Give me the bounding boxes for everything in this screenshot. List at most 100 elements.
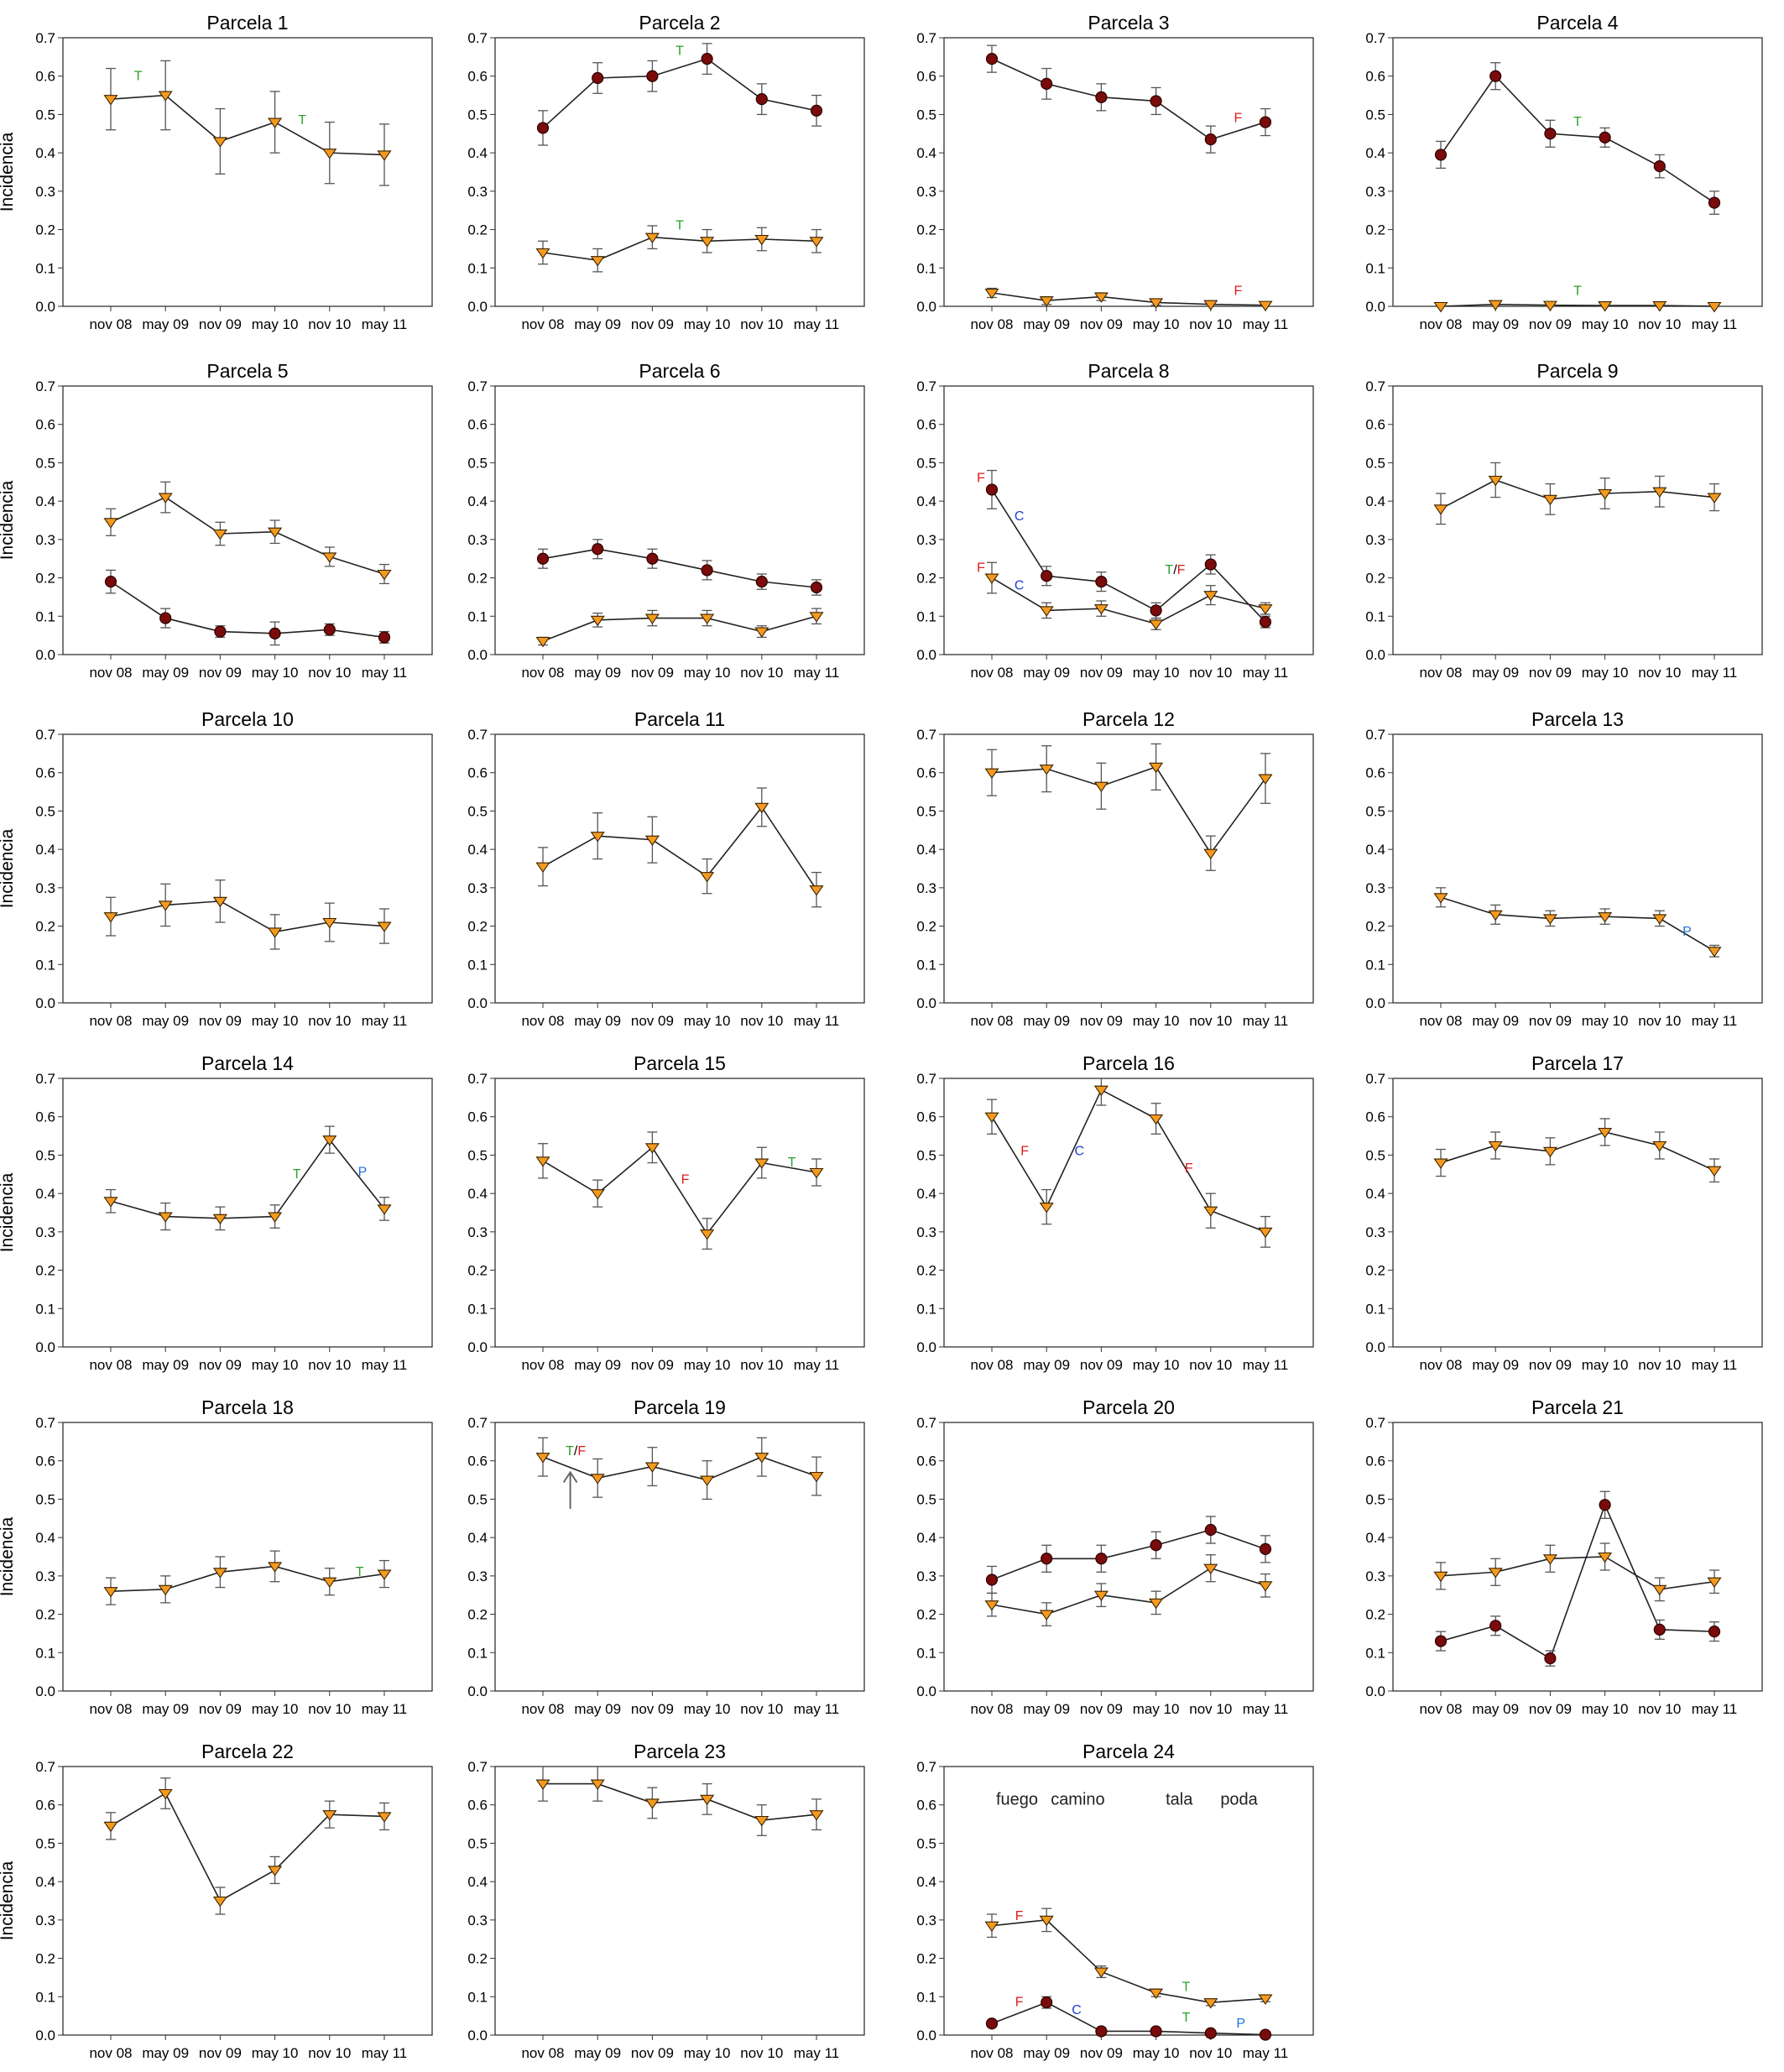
- y-tick-label: 0.4: [35, 493, 55, 509]
- x-tick-label: may 09: [1023, 2045, 1070, 2061]
- plot-frame: [943, 1422, 1314, 1692]
- y-tick-label: 0.1: [916, 1989, 936, 2005]
- panel-parcela-23: Parcela 23 0.0 0.1 0.2 0.3 0.4 0.5 0.6 0.7 nov 08…: [467, 1741, 865, 2061]
- data-point-circle: [378, 631, 391, 644]
- panel-parcela-5: Parcela 5 0.0 0.1 0.2 0.3 0.4 0.5 0.6 0.7 nov 08 m…: [0, 360, 433, 681]
- y-tick-label: 0.0: [916, 995, 936, 1011]
- x-tick-label: may 10: [252, 1357, 299, 1373]
- data-point-triangle: [809, 1810, 824, 1821]
- data-point-triangle: [212, 1568, 227, 1579]
- y-tick-label: 0.7: [35, 727, 55, 743]
- y-tick-label: 0.2: [916, 222, 936, 238]
- series-line: [542, 806, 817, 890]
- data-point-circle: [1150, 95, 1162, 107]
- x-tick-label: nov 08: [1419, 1357, 1462, 1373]
- data-point-triangle: [1258, 300, 1273, 311]
- data-point-triangle: [1652, 1140, 1667, 1152]
- series-triangle: [535, 1437, 824, 1501]
- data-point-triangle: [644, 1143, 660, 1154]
- x-tick-label: may 10: [252, 1013, 299, 1029]
- series-line: [543, 1782, 817, 1821]
- data-point-triangle: [1258, 604, 1273, 615]
- y-tick-label: 0.6: [35, 1109, 55, 1125]
- data-point-triangle: [535, 248, 550, 259]
- y-tick-label: 0.0: [35, 2028, 55, 2043]
- y-tick-label: 0.3: [916, 1224, 936, 1240]
- y-tick-label: 0.2: [916, 1951, 936, 1967]
- y-tick-label: 0.2: [916, 1263, 936, 1279]
- y-tick-label: 0.4: [1365, 145, 1385, 161]
- data-point-triangle: [700, 872, 715, 883]
- data-point-triangle: [1039, 1915, 1054, 1927]
- series-triangle: [535, 1766, 824, 1836]
- x-tick-label: nov 09: [1080, 1357, 1123, 1373]
- data-point-circle: [1708, 196, 1721, 209]
- y-tick-label: 0.3: [1365, 1568, 1385, 1584]
- y-tick-label: 0.2: [467, 919, 488, 935]
- y-tick-label: 0.5: [467, 455, 488, 471]
- x-tick-label: nov 09: [1080, 1013, 1123, 1029]
- plot-frame: [62, 1422, 433, 1692]
- x-tick-label: may 10: [1582, 1013, 1629, 1029]
- data-point-triangle: [268, 1212, 283, 1223]
- y-tick-label: 0.6: [467, 69, 488, 85]
- y-tick-label: 0.7: [1365, 1071, 1385, 1087]
- y-tick-label: 0.6: [467, 1109, 488, 1125]
- panel-parcela-15: Parcela 15 0.0 0.1 0.2 0.3 0.4 0.5 0.6 0.7 nov 08…: [467, 1052, 865, 1373]
- y-tick-label: 0.3: [35, 1568, 55, 1584]
- y-tick-label: 0.0: [467, 1683, 488, 1699]
- y-tick-label: 0.6: [35, 417, 55, 433]
- panel-parcela-8: Parcela 8 0.0 0.1 0.2 0.3 0.4 0.5 0.6 0.7 nov 08 m…: [916, 360, 1314, 681]
- y-tick-label: 0.5: [35, 1491, 55, 1507]
- series-triangle: [535, 1131, 824, 1250]
- panel-parcela-10: Parcela 10 0.0 0.1 0.2 0.3 0.4 0.5 0.6 0.7 nov 08…: [0, 708, 433, 1029]
- x-tick-label: nov 10: [308, 1701, 351, 1717]
- data-point-triangle: [1707, 947, 1722, 958]
- x-tick-label: may 11: [1243, 1357, 1289, 1373]
- panel-title: Parcela 24: [1082, 1741, 1175, 1762]
- series-line: [110, 1792, 385, 1902]
- data-point-triangle: [984, 1112, 999, 1124]
- data-point-triangle: [984, 573, 999, 584]
- series-line: [110, 1138, 385, 1219]
- y-tick-label: 0.2: [467, 1607, 488, 1623]
- panel-title: Parcela 14: [201, 1052, 294, 1074]
- data-point-triangle: [700, 1794, 715, 1806]
- data-point-triangle: [103, 1197, 118, 1208]
- data-point-triangle: [754, 802, 769, 814]
- series-triangle: [984, 1078, 1273, 1248]
- data-point-triangle: [1707, 493, 1722, 504]
- event-annotation: F: [1234, 112, 1243, 126]
- series-line: [110, 94, 385, 156]
- panel-title: Parcela 23: [634, 1741, 726, 1762]
- data-point-triangle: [535, 1156, 550, 1167]
- panel-title: Parcela 20: [1082, 1396, 1175, 1418]
- y-tick-label: 0.7: [467, 378, 488, 394]
- y-tick-label: 0.4: [467, 145, 488, 161]
- event-annotation: C: [1015, 578, 1025, 592]
- x-tick-label: nov 09: [199, 1013, 242, 1029]
- x-tick-label: may 11: [1243, 1013, 1289, 1029]
- x-tick-label: nov 08: [521, 665, 564, 681]
- data-point-triangle: [158, 91, 173, 102]
- event-annotation: T: [134, 69, 143, 83]
- y-tick-label: 0.5: [1365, 1147, 1385, 1163]
- y-tick-label: 0.0: [916, 1683, 936, 1699]
- data-point-triangle: [535, 636, 550, 648]
- data-point-triangle: [700, 1475, 715, 1486]
- x-tick-label: nov 09: [1080, 665, 1123, 681]
- panel-title: Parcela 15: [634, 1052, 726, 1074]
- x-tick-label: nov 09: [631, 2045, 674, 2061]
- data-point-triangle: [1542, 494, 1557, 506]
- y-tick-label: 0.1: [467, 957, 488, 973]
- y-tick-label: 0.2: [467, 571, 488, 587]
- data-point-circle: [810, 581, 823, 594]
- x-tick-label: may 10: [1582, 1701, 1629, 1717]
- y-tick-label: 0.1: [916, 260, 936, 276]
- x-tick-label: nov 10: [1189, 1013, 1232, 1029]
- data-point-triangle: [322, 1810, 337, 1821]
- y-tick-label: 0.7: [916, 727, 936, 743]
- x-tick-label: nov 09: [631, 1701, 674, 1717]
- x-tick-label: may 11: [1692, 1701, 1738, 1717]
